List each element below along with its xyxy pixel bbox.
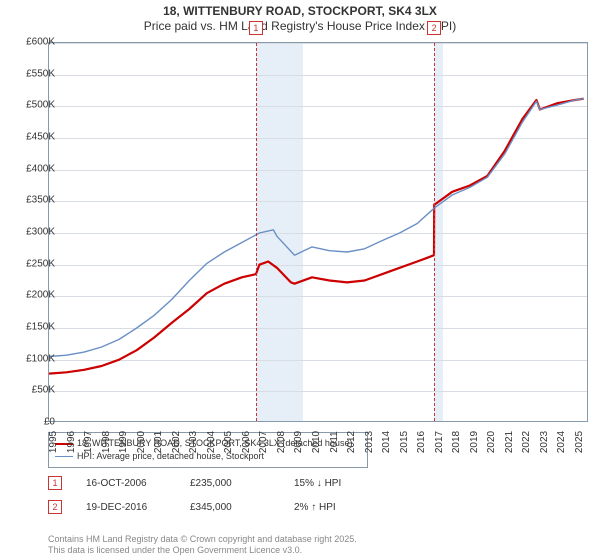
event-marker: 1 [249,21,263,35]
y-axis-label: £300K [26,227,55,238]
y-axis-label: £500K [26,100,55,111]
x-axis-label: 2017 [434,431,445,453]
annotation-date: 16-OCT-2006 [86,478,166,489]
chart-plot-area: 12 [48,42,588,422]
x-axis-label: 2004 [206,431,217,453]
x-axis-label: 1998 [101,431,112,453]
y-axis-label: £450K [26,132,55,143]
x-axis-label: 2021 [504,431,515,453]
x-axis-label: 2003 [188,431,199,453]
event-marker: 2 [427,21,441,35]
x-axis-label: 1995 [48,431,59,453]
x-axis-label: 2009 [293,431,304,453]
y-axis-label: £550K [26,68,55,79]
y-axis-label: £100K [26,353,55,364]
annotation-price: £235,000 [190,478,270,489]
x-axis-label: 2001 [153,431,164,453]
x-axis-label: 1997 [83,431,94,453]
annotation-price: £345,000 [190,502,270,513]
x-axis-label: 2023 [539,431,550,453]
x-axis-label: 2013 [364,431,375,453]
footer-attribution: Contains HM Land Registry data © Crown c… [48,534,357,556]
x-axis-label: 2025 [574,431,585,453]
x-axis-label: 2005 [223,431,234,453]
x-axis-label: 2020 [486,431,497,453]
annotation-date: 19-DEC-2016 [86,502,166,513]
x-axis-label: 2010 [311,431,322,453]
y-axis-label: £0 [44,417,55,428]
annotation-marker: 2 [48,500,62,514]
annotation-marker: 1 [48,476,62,490]
annotation-row: 1 16-OCT-2006 £235,000 15% ↓ HPI [48,476,374,490]
chart-title: 18, WITTENBURY ROAD, STOCKPORT, SK4 3LX [0,4,600,18]
chart-lines [49,43,589,423]
x-axis-label: 2019 [469,431,480,453]
x-axis-label: 2018 [451,431,462,453]
y-axis-label: £150K [26,322,55,333]
y-axis-label: £400K [26,163,55,174]
chart-title-block: 18, WITTENBURY ROAD, STOCKPORT, SK4 3LX … [0,0,600,35]
x-axis-label: 2002 [171,431,182,453]
y-axis-label: £350K [26,195,55,206]
footer-line: Contains HM Land Registry data © Crown c… [48,534,357,545]
legend-swatch [55,456,73,457]
x-axis-label: 2015 [399,431,410,453]
x-axis-label: 2024 [556,431,567,453]
x-axis-label: 1999 [118,431,129,453]
x-axis-label: 2007 [258,431,269,453]
x-axis-label: 1996 [66,431,77,453]
x-axis-label: 2016 [416,431,427,453]
x-axis-label: 2014 [381,431,392,453]
y-axis-label: £200K [26,290,55,301]
y-axis-label: £250K [26,258,55,269]
chart-subtitle: Price paid vs. HM Land Registry's House … [0,19,600,33]
x-axis-label: 2006 [241,431,252,453]
y-axis-label: £600K [26,37,55,48]
x-axis-label: 2022 [521,431,532,453]
annotation-delta: 2% ↑ HPI [294,502,374,513]
x-axis-label: 2000 [136,431,147,453]
footer-line: This data is licensed under the Open Gov… [48,545,357,556]
x-axis-label: 2008 [276,431,287,453]
annotation-delta: 15% ↓ HPI [294,478,374,489]
x-axis-label: 2011 [329,431,340,453]
y-axis-label: £50K [32,385,55,396]
annotation-row: 2 19-DEC-2016 £345,000 2% ↑ HPI [48,500,374,514]
x-axis-label: 2012 [346,431,357,453]
